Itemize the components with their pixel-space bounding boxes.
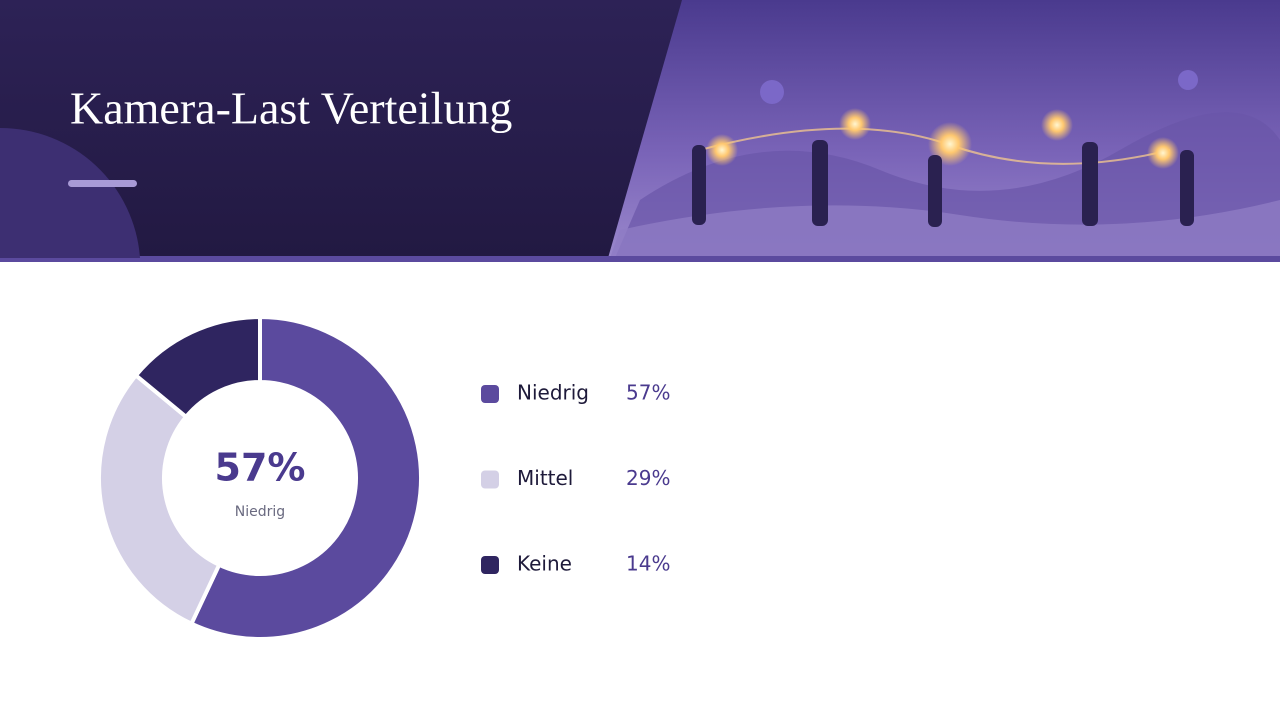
center-label: Niedrig [235, 504, 285, 520]
donut [97, 314, 423, 641]
orb [1147, 137, 1179, 169]
legend-label: Mittel [517, 466, 573, 490]
legend-swatch [481, 556, 499, 574]
orb [1041, 109, 1073, 141]
planet [760, 80, 784, 104]
title-underline [68, 180, 137, 187]
orb [706, 134, 738, 166]
legend-label: Niedrig [517, 381, 589, 405]
donut-segment [188, 314, 423, 641]
legend-value: 14% [626, 552, 670, 576]
planet [1178, 70, 1198, 90]
orb [928, 122, 972, 166]
title: Kamera-Last Verteilung [70, 83, 512, 134]
center-value: 57% [215, 446, 306, 490]
legend: Niedrig 57% Mittel 29% Keine 14% [481, 381, 670, 576]
legend-swatch [481, 385, 499, 403]
people [692, 140, 1194, 227]
legend-value: 29% [626, 466, 670, 490]
legend-label: Keine [517, 552, 572, 576]
legend-value: 57% [626, 381, 670, 405]
donut-segment [97, 372, 222, 627]
corner-shape [0, 127, 140, 258]
orb [839, 108, 871, 140]
ground [610, 200, 1280, 258]
legend-swatch [481, 470, 499, 489]
donut-segment [133, 314, 262, 420]
header-border [0, 256, 1280, 262]
